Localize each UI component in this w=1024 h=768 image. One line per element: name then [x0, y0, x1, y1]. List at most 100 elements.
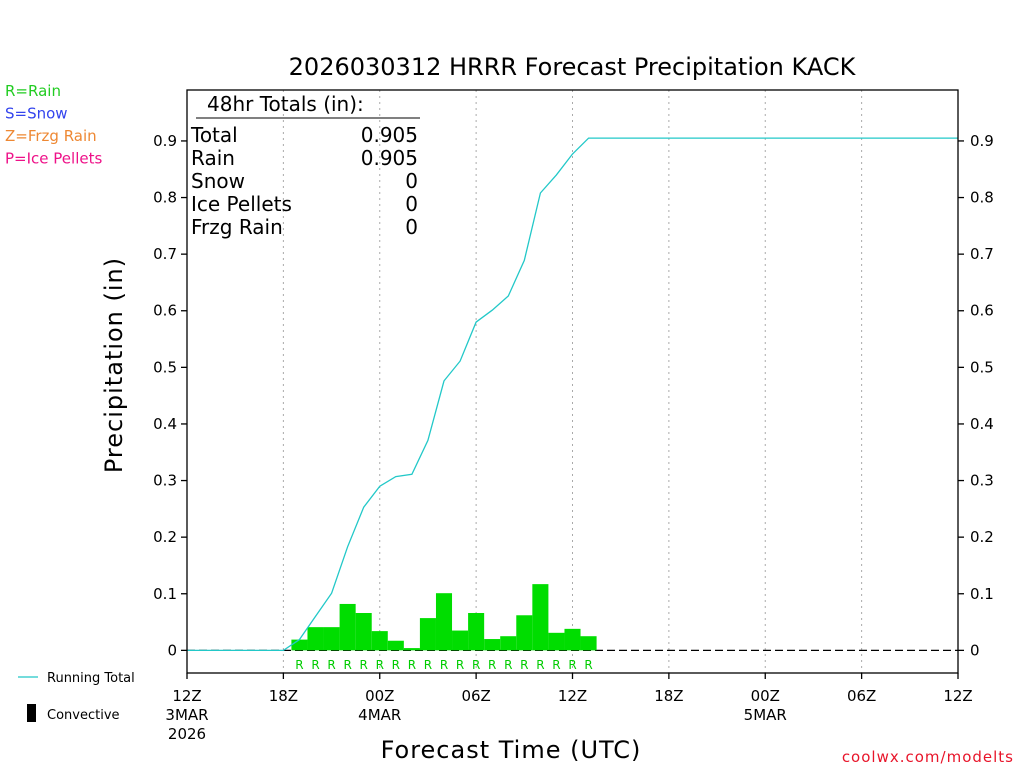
x-tick-label: 12Z — [172, 687, 201, 705]
ptype-legend-item-2: Z=Frzg Rain — [5, 127, 97, 145]
ptype-label-0: R — [295, 658, 303, 672]
totals-heading: 48hr Totals (in): — [207, 92, 364, 116]
ptype-label-17: R — [568, 658, 576, 672]
y-tick-label-left: 0.7 — [153, 245, 177, 263]
x-tick-label: 12Z — [943, 687, 972, 705]
x-tick-label: 12Z — [558, 687, 587, 705]
precip-bar-14 — [516, 615, 533, 651]
ptype-label-4: R — [360, 658, 368, 672]
precip-bar-17 — [564, 628, 581, 651]
totals-value-4: 0 — [405, 215, 418, 239]
precip-bar-18 — [580, 636, 597, 651]
x-tick-year: 2026 — [168, 725, 206, 743]
precip-bar-0 — [291, 639, 308, 651]
totals-value-3: 0 — [405, 192, 418, 216]
grid-lines — [282, 90, 863, 673]
x-tick-label: 18Z — [654, 687, 683, 705]
totals-label-3: Ice Pellets — [191, 192, 292, 216]
precip-bar-11 — [468, 613, 485, 651]
chart-title: 2026030312 HRRR Forecast Precipitation K… — [289, 53, 857, 81]
precip-bar-10 — [452, 630, 469, 651]
precip-bar-7 — [403, 648, 420, 651]
x-tick-label: 06Z — [461, 687, 490, 705]
totals-label-0: Total — [190, 123, 238, 147]
y-tick-label-right: 0.9 — [970, 132, 994, 150]
x-tick-label: 06Z — [847, 687, 876, 705]
y-axis-left: 0 0.1 0.2 0.3 0.4 0.5 0.6 0.7 0.8 0.9 — [153, 132, 187, 659]
y-tick-label-left: 0.2 — [153, 528, 177, 546]
y-tick-label-left: 0.9 — [153, 132, 177, 150]
y-axis-right: 0 0.1 0.2 0.3 0.4 0.5 0.6 0.7 0.8 0.9 — [958, 132, 994, 659]
ptype-label-8: R — [424, 658, 432, 672]
precip-bar-12 — [484, 639, 501, 651]
running-total-line — [187, 137, 958, 652]
precip-bar-13 — [500, 636, 517, 651]
y-tick-label-left: 0.4 — [153, 415, 177, 433]
y-axis-title: Precipitation (in) — [100, 257, 128, 473]
ptype-label-11: R — [472, 658, 480, 672]
ptype-label-12: R — [488, 658, 496, 672]
ptype-label-3: R — [343, 658, 351, 672]
ptype-label-18: R — [584, 658, 592, 672]
precip-bar-1 — [307, 627, 324, 651]
totals-label-1: Rain — [191, 146, 235, 170]
precip-bar-15 — [532, 584, 549, 651]
ptype-legend-item-3: P=Ice Pellets — [5, 150, 102, 168]
credit-text: coolwx.com/modelts — [842, 748, 1014, 766]
precip-bar-2 — [323, 627, 340, 651]
ptype-label-14: R — [520, 658, 528, 672]
y-tick-label-left: 0.3 — [153, 472, 177, 490]
totals-value-1: 0.905 — [361, 146, 418, 170]
totals-value-0: 0.905 — [361, 123, 418, 147]
x-axis-title: Forecast Time (UTC) — [381, 736, 642, 764]
totals-box: 48hr Totals (in): Total 0.905 Rain 0.905 Sno… — [190, 92, 420, 239]
ptype-legend-item-1: S=Snow — [5, 105, 68, 123]
precip-bar-8 — [419, 618, 436, 651]
ptype-label-10: R — [456, 658, 464, 672]
y-tick-label-left: 0.6 — [153, 302, 177, 320]
y-tick-label-right: 0.6 — [970, 302, 994, 320]
ptype-label-1: R — [311, 658, 319, 672]
series-legend: Running Total Convective — [18, 671, 135, 723]
x-tick-date: 5MAR — [744, 706, 787, 724]
ptype-label-5: R — [376, 658, 384, 672]
y-tick-label-left: 0 — [167, 641, 177, 659]
y-tick-label-right: 0.8 — [970, 189, 994, 207]
ptype-label-13: R — [504, 658, 512, 672]
ptype-label-16: R — [552, 658, 560, 672]
y-tick-label-right: 0.4 — [970, 415, 994, 433]
precip-bar-4 — [355, 613, 372, 651]
y-tick-label-left: 0.1 — [153, 585, 177, 603]
ptype-label-2: R — [327, 658, 335, 672]
y-tick-label-right: 0.1 — [970, 585, 994, 603]
precip-bar-6 — [387, 640, 404, 651]
y-tick-label-right: 0.5 — [970, 358, 994, 376]
plot-frame — [186, 89, 959, 674]
x-tick-label: 18Z — [269, 687, 298, 705]
totals-value-2: 0 — [405, 169, 418, 193]
precip-bar-3 — [339, 603, 356, 651]
precip-bar-5 — [371, 631, 388, 651]
y-tick-label-right: 0.3 — [970, 472, 994, 490]
ptype-legend: R=Rain S=Snow Z=Frzg Rain P=Ice Pellets — [5, 82, 102, 168]
running-total-legend-label: Running Total — [47, 671, 135, 686]
totals-label-4: Frzg Rain — [191, 215, 283, 239]
convective-legend-swatch — [27, 704, 36, 722]
x-tick-label: 00Z — [751, 687, 780, 705]
totals-rows: Total 0.905 Rain 0.905 Snow 0 Ice Pellets 0 Frzg… — [190, 123, 418, 239]
x-tick-date: 3MAR — [165, 706, 208, 724]
x-tick-label: 00Z — [365, 687, 394, 705]
x-tick-date: 4MAR — [358, 706, 401, 724]
precip-bars — [291, 584, 597, 651]
y-tick-label-left: 0.8 — [153, 189, 177, 207]
precip-bar-16 — [548, 632, 565, 651]
ptype-label-15: R — [536, 658, 544, 672]
y-tick-label-right: 0.2 — [970, 528, 994, 546]
ptype-legend-item-0: R=Rain — [5, 82, 61, 100]
totals-label-2: Snow — [191, 169, 245, 193]
precip-bar-9 — [435, 593, 453, 651]
y-tick-label-right: 0 — [970, 641, 980, 659]
